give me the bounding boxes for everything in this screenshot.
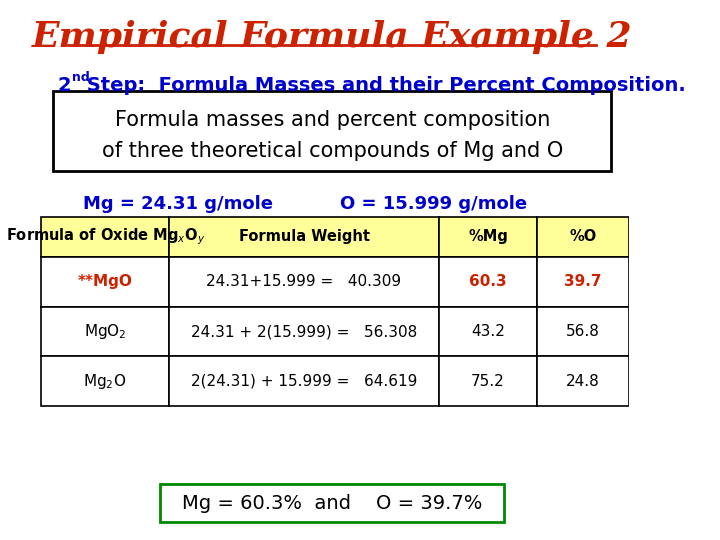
Text: %Mg: %Mg [468,230,508,245]
Text: of three theoretical compounds of Mg and O: of three theoretical compounds of Mg and… [102,141,563,161]
Text: 24.31 + 2(15.999) =   56.308: 24.31 + 2(15.999) = 56.308 [191,324,417,339]
FancyBboxPatch shape [169,218,439,256]
Text: 60.3: 60.3 [469,274,507,289]
FancyBboxPatch shape [169,356,439,407]
FancyBboxPatch shape [537,256,629,307]
FancyBboxPatch shape [41,256,169,307]
FancyBboxPatch shape [537,218,629,256]
Text: 2(24.31) + 15.999 =   64.619: 2(24.31) + 15.999 = 64.619 [191,374,417,389]
FancyBboxPatch shape [537,356,629,407]
Text: 39.7: 39.7 [564,274,602,289]
Text: 43.2: 43.2 [471,324,505,339]
FancyBboxPatch shape [169,256,439,307]
Text: O = 15.999 g/mole: O = 15.999 g/mole [340,195,527,213]
Text: Step:  Formula Masses and their Percent Composition.: Step: Formula Masses and their Percent C… [80,76,685,94]
Text: Formula of Oxide Mg$_x$O$_y$: Formula of Oxide Mg$_x$O$_y$ [6,227,204,247]
Text: 56.8: 56.8 [566,324,600,339]
FancyBboxPatch shape [439,307,537,356]
Text: nd: nd [72,71,90,84]
Text: Formula Weight: Formula Weight [238,230,369,245]
FancyBboxPatch shape [53,91,611,171]
Text: 24.31+15.999 =   40.309: 24.31+15.999 = 40.309 [207,274,402,289]
FancyBboxPatch shape [439,256,537,307]
FancyBboxPatch shape [439,218,537,256]
Text: %O: %O [570,230,597,245]
FancyBboxPatch shape [169,307,439,356]
FancyBboxPatch shape [41,218,169,256]
Text: **MgO: **MgO [78,274,132,289]
FancyBboxPatch shape [41,307,169,356]
FancyBboxPatch shape [537,307,629,356]
Text: 2: 2 [58,76,71,94]
FancyBboxPatch shape [160,484,504,523]
FancyBboxPatch shape [439,356,537,407]
Text: Mg = 60.3%  and    O = 39.7%: Mg = 60.3% and O = 39.7% [182,494,482,512]
Text: Mg$_2$O: Mg$_2$O [84,372,127,391]
Text: 24.8: 24.8 [566,374,600,389]
Text: Mg = 24.31 g/mole: Mg = 24.31 g/mole [83,195,273,213]
Text: MgO$_2$: MgO$_2$ [84,322,127,341]
Text: Empirical Formula Example 2: Empirical Formula Example 2 [32,20,633,54]
FancyBboxPatch shape [41,356,169,407]
Text: Formula masses and percent composition: Formula masses and percent composition [114,110,550,130]
Text: 75.2: 75.2 [471,374,505,389]
